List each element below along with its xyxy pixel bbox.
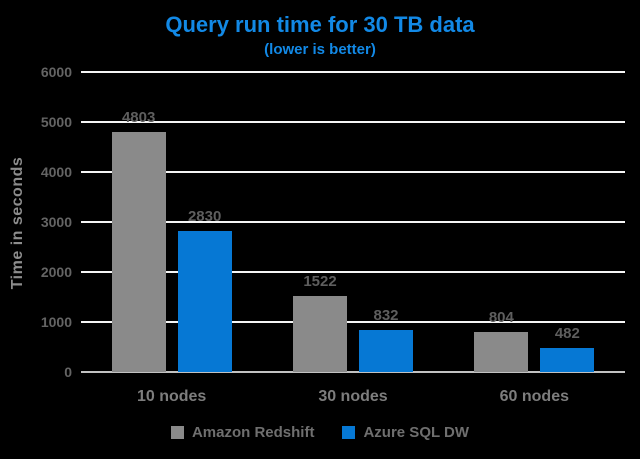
y-tick-label: 6000 xyxy=(40,64,72,80)
y-tick-label: 2000 xyxy=(40,264,72,280)
legend-swatch-icon xyxy=(342,426,356,439)
bar-value-label: 4803 xyxy=(121,108,156,126)
bar-amazon-redshift-1 xyxy=(111,131,166,372)
gridline-2000 xyxy=(81,271,625,273)
chart-title: Query run time for 30 TB data xyxy=(165,12,475,37)
y-tick-label: 1000 xyxy=(40,314,72,330)
bar-amazon-redshift-3 xyxy=(474,331,529,372)
legend-label: Amazon Redshift xyxy=(191,424,315,441)
gridline-6000 xyxy=(81,71,625,73)
bar-value-label: 832 xyxy=(373,307,399,325)
legend: Amazon Redshift Azure SQL DW xyxy=(0,424,640,441)
y-tick-label: 3000 xyxy=(40,214,72,230)
bar-value-label: 1522 xyxy=(303,272,337,290)
gridline-3000 xyxy=(81,221,625,223)
y-tick-label: 4000 xyxy=(40,164,72,180)
gridline-5000 xyxy=(81,121,625,123)
legend-swatch-icon xyxy=(170,426,184,439)
bar-azure-sql-dw-2 xyxy=(359,330,413,372)
bar-azure-sql-dw-1 xyxy=(177,230,232,372)
bar-amazon-redshift-2 xyxy=(293,295,347,372)
legend-label: Azure SQL DW xyxy=(363,424,470,441)
bar-value-label: 2830 xyxy=(187,207,222,225)
chart-subtitle: (lower is better) xyxy=(264,41,376,58)
legend-item: Amazon Redshift xyxy=(170,424,315,441)
y-tick-label: 5000 xyxy=(40,114,72,130)
gridline-4000 xyxy=(81,171,625,173)
y-axis-title: Time in seconds xyxy=(9,156,26,290)
x-category-label: 60 nodes xyxy=(499,388,569,405)
bar-value-label: 804 xyxy=(488,308,514,326)
legend-item: Azure SQL DW xyxy=(342,424,469,441)
x-category-label: 30 nodes xyxy=(318,388,388,405)
y-tick-label: 0 xyxy=(64,364,72,380)
bar-value-label: 482 xyxy=(554,324,580,342)
bar-azure-sql-dw-3 xyxy=(540,347,595,372)
x-category-label: 10 nodes xyxy=(136,388,207,405)
x-axis-line xyxy=(81,371,625,373)
gridline-1000 xyxy=(81,321,625,323)
